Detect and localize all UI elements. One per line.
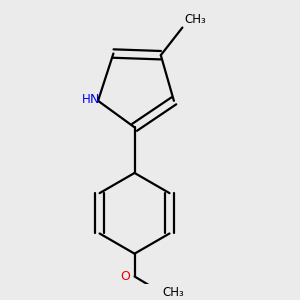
- Text: N: N: [90, 92, 99, 106]
- Text: O: O: [121, 270, 130, 283]
- Text: H: H: [81, 92, 90, 106]
- Text: CH₃: CH₃: [163, 286, 184, 299]
- Text: CH₃: CH₃: [184, 13, 206, 26]
